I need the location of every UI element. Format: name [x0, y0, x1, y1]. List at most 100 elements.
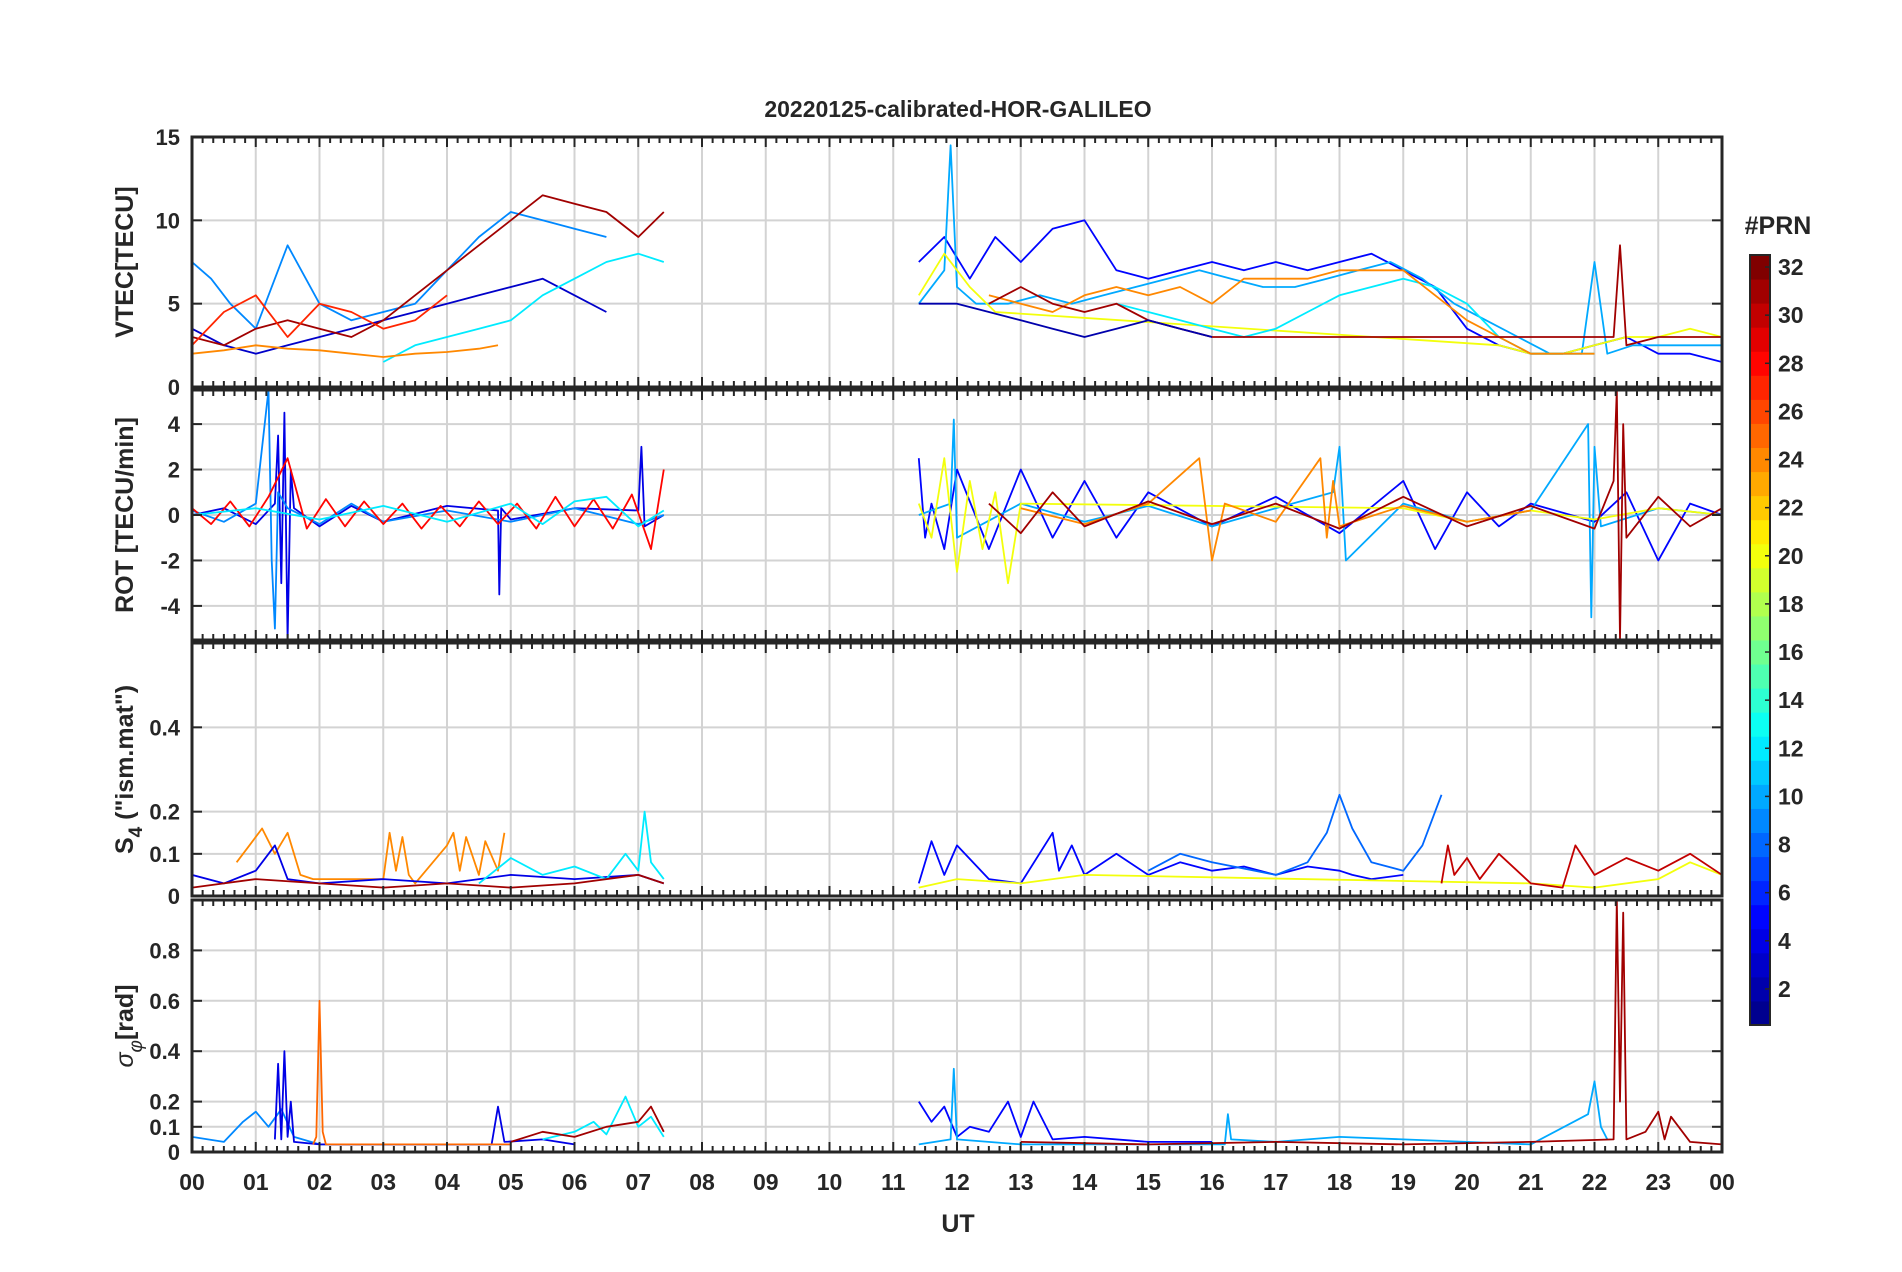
sigma-y-tick-label: 0 [168, 1140, 180, 1165]
colorbar-tick-label: 32 [1778, 254, 1804, 280]
colorbar-tick-label: 28 [1778, 350, 1804, 376]
colorbar-swatch [1750, 279, 1770, 304]
vtec-y-tick-label: 0 [168, 375, 180, 400]
vtec-series-prn-5 [918, 219, 1722, 363]
colorbar-swatch [1750, 832, 1770, 858]
vtec-series-prn-10 [918, 144, 1722, 355]
s4-series-group [192, 793, 1722, 889]
s4-series-prn-31 [192, 874, 665, 889]
colorbar-swatch [1750, 880, 1770, 906]
rot-series-prn-12 [192, 495, 665, 528]
x-tick-label: 20 [1454, 1169, 1480, 1195]
x-tick-label: 09 [753, 1169, 779, 1195]
colorbar-swatch [1750, 856, 1770, 882]
x-tick-label: 00 [1709, 1169, 1735, 1195]
colorbar-swatch [1750, 303, 1770, 328]
s4-y-tick-label: 0 [168, 884, 180, 909]
x-tick-label: 00 [179, 1169, 205, 1195]
rot-y-axis-label: ROT [TECU/min] [111, 417, 139, 613]
sigma-series-prn-31 [510, 1105, 665, 1143]
sigma-y-tick-label: 0.8 [149, 938, 180, 963]
panel-sigma: 00.10.2 0.4 0.6 0.8σφ[rad] [111, 898, 1724, 1165]
colorbar-swatch [1750, 447, 1770, 473]
sigma-y-tick-label: 0.1 [149, 1115, 180, 1140]
s4-series-prn-12 [478, 810, 665, 885]
s4-series-prn-8 [1147, 793, 1443, 876]
colorbar-swatch [1750, 543, 1770, 569]
colorbar-swatch [1750, 664, 1770, 689]
x-tick-label: 07 [625, 1169, 651, 1195]
sigma-y-tick-label: 0.4 [149, 1039, 180, 1064]
colorbar-swatch [1750, 928, 1770, 954]
rot-series-prn-24 [1020, 457, 1531, 562]
s4-series-prn-30 [1440, 844, 1722, 889]
x-tick-label: 21 [1518, 1169, 1544, 1195]
vtec-series-prn-24 [988, 269, 1595, 355]
vtec-y-tick-label: 10 [156, 208, 180, 233]
colorbar-swatch [1750, 471, 1770, 497]
colorbar-tick-label: 8 [1778, 832, 1791, 858]
vtec-y-tick-label: 15 [156, 125, 180, 150]
colorbar-swatch [1750, 808, 1770, 833]
colorbar-tick-label: 12 [1778, 735, 1804, 761]
rot-y-tick-label: 4 [168, 412, 181, 437]
colorbar-tick-label: 2 [1778, 976, 1791, 1002]
sigma-y-axis-label: σφ[rad] [111, 984, 147, 1067]
colorbar-swatch [1750, 375, 1770, 400]
colorbar-swatch [1750, 712, 1770, 737]
x-tick-label: 22 [1582, 1169, 1608, 1195]
x-tick-label: 13 [1008, 1169, 1034, 1195]
colorbar-swatch [1750, 399, 1770, 424]
colorbar-swatch [1750, 688, 1770, 713]
rot-y-tick-label: -2 [160, 548, 180, 573]
colorbar-tick-label: 14 [1778, 687, 1804, 713]
colorbar-tick-label: 26 [1778, 398, 1804, 424]
x-tick-label: 11 [881, 1169, 906, 1195]
vtec-series-prn-2 [918, 302, 1213, 338]
x-tick-label: 05 [498, 1169, 524, 1195]
colorbar-tick-label: 30 [1778, 302, 1804, 328]
colorbar-swatch [1750, 495, 1770, 521]
sigma-y-tick-label: 0.6 [149, 989, 180, 1014]
colorbar-swatch [1750, 255, 1770, 280]
vtec-series-prn-3 [192, 277, 607, 355]
sigma-series-prn-4 [274, 1050, 575, 1146]
x-tick-label: 02 [307, 1169, 333, 1195]
s4-series-prn-5 [917, 831, 1404, 885]
rot-y-tick-label: 0 [168, 503, 180, 528]
colorbar-swatch [1750, 952, 1770, 978]
rot-series-prn-28 [192, 457, 665, 550]
colorbar-label: #PRN [1745, 212, 1812, 240]
colorbar-tick-label: 16 [1778, 639, 1804, 665]
colorbar-swatch [1750, 591, 1770, 617]
colorbar-swatch [1750, 423, 1770, 448]
x-tick-label: 16 [1199, 1169, 1225, 1195]
colorbar-frame [1749, 254, 1771, 1026]
rot-series-prn-20 [917, 457, 1722, 585]
x-tick-label: 06 [562, 1169, 588, 1195]
colorbar-tick-label: 22 [1778, 495, 1804, 521]
x-tick-label: 03 [370, 1169, 396, 1195]
rot-series-group [192, 390, 1722, 640]
x-tick-label: 15 [1135, 1169, 1161, 1195]
rot-series-prn-31 [988, 390, 1722, 640]
x-tick-label: 18 [1327, 1169, 1353, 1195]
colorbar-swatch [1750, 615, 1770, 641]
s4-y-tick-label: 0.2 [149, 800, 180, 825]
colorbar-swatch [1750, 327, 1770, 352]
x-tick-label: 23 [1645, 1169, 1671, 1195]
colorbar-swatch [1750, 736, 1770, 761]
vtec-y-axis-label: VTEC[TECU] [111, 186, 139, 337]
colorbar-swatch [1750, 904, 1770, 930]
colorbar-swatch [1750, 784, 1770, 809]
x-tick-label: 04 [434, 1169, 460, 1195]
s4-series-prn-24 [235, 827, 506, 885]
sigma-y-tick-label: 0.2 [149, 1090, 180, 1115]
colorbar-tick-label: 6 [1778, 880, 1791, 906]
x-tick-label: 17 [1263, 1169, 1289, 1195]
colorbar-swatch [1750, 976, 1770, 1002]
panel-rot: -4 -2 0 2 4 ROT [TECU/min] [111, 388, 1724, 642]
vtec-series-prn-31 [988, 244, 1722, 347]
